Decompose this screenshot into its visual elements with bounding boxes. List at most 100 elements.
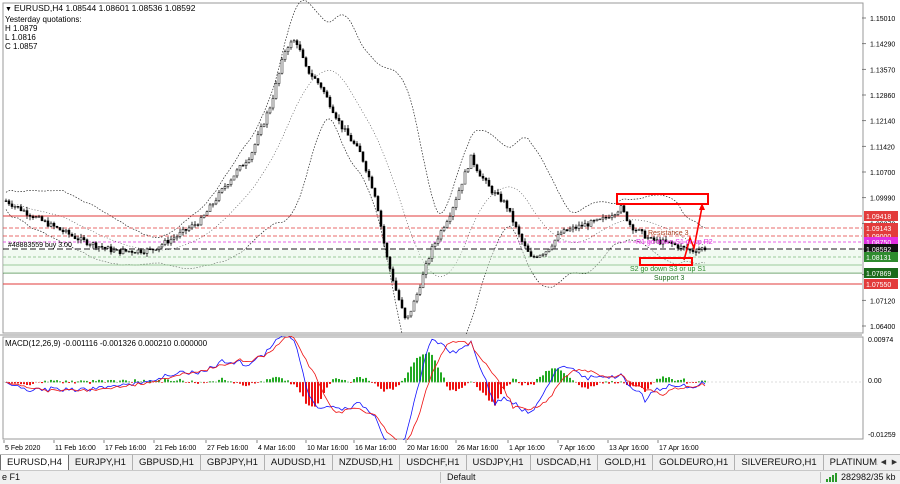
tab-gold-h1[interactable]: GOLD,H1: [598, 455, 653, 470]
tab-usdcad-h1[interactable]: USDCAD,H1: [531, 455, 599, 470]
macd-bar: [290, 382, 292, 384]
tab-goldeuro-h1[interactable]: GOLDEURO,H1: [653, 455, 735, 470]
macd-bar: [479, 382, 481, 391]
candle-body: [179, 232, 181, 236]
candle-body: [329, 97, 331, 107]
candle-body: [398, 290, 400, 299]
macd-bar: [365, 378, 367, 383]
yesterday-close: C 1.0857: [5, 42, 38, 51]
tab-eurjpy-h1[interactable]: EURJPY,H1: [69, 455, 133, 470]
tab-next-button[interactable]: ▶: [889, 455, 900, 470]
candle-body: [167, 240, 169, 243]
time-axis-label: 7 Apr 16:00: [559, 445, 595, 452]
candle-body: [428, 259, 430, 264]
candle-body: [683, 246, 685, 247]
candle-body: [353, 141, 355, 143]
candle-body: [302, 50, 304, 58]
candle-body: [296, 41, 298, 45]
macd-bar: [296, 382, 298, 387]
macd-bar: [383, 382, 385, 392]
macd-bar: [440, 372, 442, 382]
macd-bar: [293, 382, 295, 384]
yesterday-low: L 1.0816: [5, 33, 36, 42]
candle-body: [371, 177, 373, 188]
candle-body: [212, 204, 214, 205]
macd-bar: [677, 380, 679, 382]
candle-body: [119, 250, 121, 254]
macd-bar: [242, 382, 244, 386]
candle-body: [266, 113, 268, 124]
candle-body: [470, 155, 472, 169]
macd-bar: [437, 368, 439, 383]
macd-bar: [557, 369, 559, 383]
macd-bar: [320, 382, 322, 399]
tab-silvereuro-h1[interactable]: SILVEREURO,H1: [735, 455, 823, 470]
candle-body: [413, 301, 415, 311]
candle-body: [287, 48, 289, 52]
macd-bar: [89, 382, 91, 384]
macd-bar: [173, 381, 175, 382]
tab-gbpusd-h1[interactable]: GBPUSD,H1: [133, 455, 201, 470]
candle-body: [368, 171, 370, 177]
chart-menu-glyph[interactable]: ▼: [5, 6, 12, 13]
candle-body: [458, 191, 460, 200]
tab-nzdusd-h1[interactable]: NZDUSD,H1: [333, 455, 400, 470]
time-axis-label: 1 Apr 16:00: [509, 445, 545, 452]
macd-bar: [392, 382, 394, 390]
tab-usdchf-h1[interactable]: USDCHF,H1: [400, 455, 466, 470]
candle-body: [530, 252, 532, 257]
price-axis-label: 1.10700: [870, 170, 895, 177]
tab-eurusd-h4[interactable]: EURUSD,H4: [0, 454, 69, 471]
macd-bar: [281, 378, 283, 382]
candle-body: [392, 269, 394, 281]
candle-body: [401, 300, 403, 308]
macd-axis-label: 0.00: [868, 378, 882, 385]
candle-body: [299, 45, 301, 50]
price-axis-label: 1.13570: [870, 67, 895, 74]
candle-body: [11, 204, 13, 207]
candle-body: [104, 247, 106, 248]
candle-body: [689, 249, 691, 250]
macd-bar: [101, 380, 103, 382]
status-profile[interactable]: Default: [447, 472, 476, 482]
tab-audusd-h1[interactable]: AUDUSD,H1: [265, 455, 333, 470]
macd-bar: [41, 382, 43, 383]
macd-bar: [311, 382, 313, 406]
macd-bar: [497, 382, 499, 399]
candle-body: [176, 236, 178, 237]
candle-body: [338, 118, 340, 121]
candle-body: [404, 308, 406, 318]
macd-bar: [353, 379, 355, 382]
tab-gbpjpy-h1[interactable]: GBPJPY,H1: [201, 455, 265, 470]
tab-prev-button[interactable]: ◀: [878, 455, 889, 470]
macd-bar: [323, 382, 325, 393]
macd-bar: [125, 380, 127, 382]
macd-bar: [377, 382, 379, 387]
candle-body: [698, 250, 700, 252]
macd-frame: [3, 337, 863, 439]
macd-bar: [578, 382, 580, 385]
candle-body: [122, 249, 124, 253]
price-axis-label: 1.07120: [870, 298, 895, 305]
price-tag-text: 1.09418: [866, 214, 891, 221]
candle-body: [260, 127, 262, 135]
candle-body: [164, 240, 166, 244]
candle-body: [326, 92, 328, 97]
price-axis-label: 1.11420: [870, 144, 895, 151]
tab-usdjpy-h1[interactable]: USDJPY,H1: [467, 455, 531, 470]
macd-bar: [302, 382, 304, 396]
time-axis-label: 26 Mar 16:00: [457, 445, 498, 452]
candle-body: [191, 225, 193, 228]
candle-body: [23, 211, 25, 212]
macd-bar: [506, 382, 508, 386]
candle-body: [308, 66, 310, 73]
macd-bar: [668, 377, 670, 382]
macd-bar: [359, 377, 361, 382]
candle-body: [590, 220, 592, 226]
candle-body: [569, 229, 571, 231]
